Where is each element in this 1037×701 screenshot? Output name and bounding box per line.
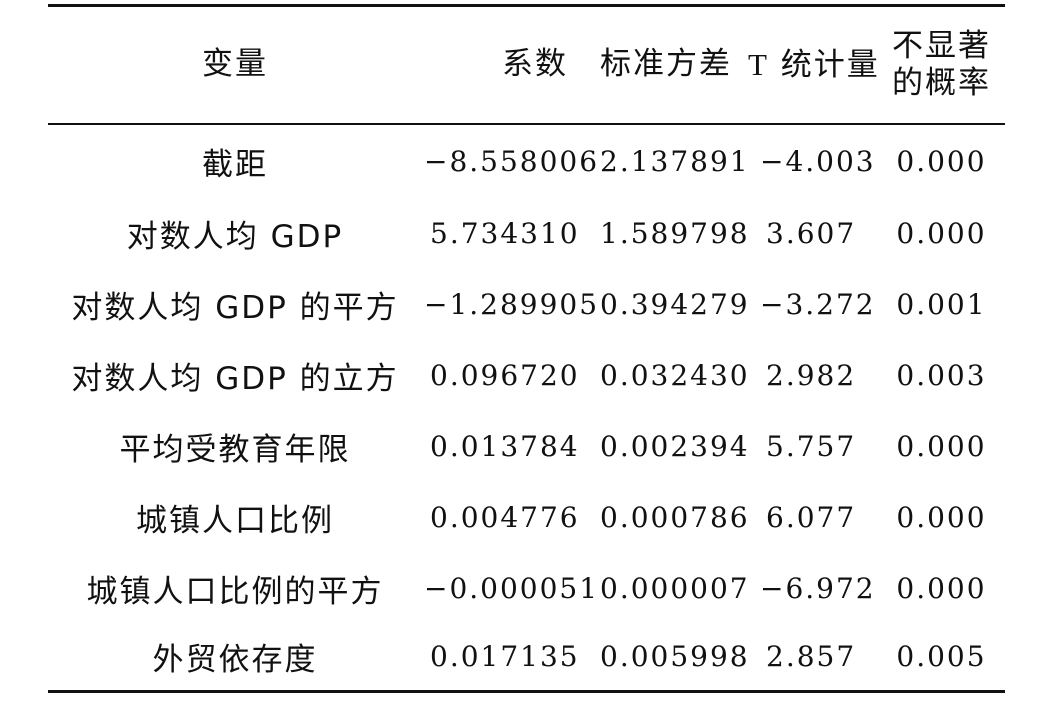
header-p-line2: 的概率 (892, 64, 991, 101)
cell-coefficient: 0.096720 (430, 358, 580, 392)
table-row: 对数人均 GDP 的平方 −1.289905 0.394279 −3.272 0… (48, 269, 1005, 340)
table-body: 截距 −8.558006 2.137891 −4.003 0.000 对数人均 … (48, 124, 1005, 692)
cell-variable: 对数人均 GDP (126, 218, 344, 255)
cell-std-error: 0.032430 (600, 358, 750, 392)
header-t-rest: 统计量 (780, 46, 880, 83)
cell-p-value: 0.000 (896, 571, 987, 605)
cell-t-stat: −4.003 (760, 144, 876, 178)
cell-t-stat: −6.972 (760, 571, 876, 605)
header-t-letter: T (748, 46, 769, 82)
regression-table: 变量 系数 标准方差 T 统计量 不显著 的概率 截距 −8.558006 2.1… (48, 4, 1005, 693)
table-row: 城镇人口比例的平方 −0.000051 0.000007 −6.972 0.00… (48, 553, 1005, 624)
table-row: 城镇人口比例 0.004776 0.000786 6.077 0.000 (48, 482, 1005, 553)
cell-p-value: 0.000 (896, 500, 987, 534)
cell-coefficient: 0.013784 (430, 429, 580, 463)
cell-std-error: 0.005998 (600, 640, 750, 674)
table-row: 对数人均 GDP 5.734310 1.589798 3.607 0.000 (48, 198, 1005, 269)
cell-p-value: 0.001 (896, 287, 987, 321)
cell-variable: 截距 (202, 146, 268, 183)
cell-p-value: 0.000 (896, 144, 987, 178)
cell-std-error: 2.137891 (600, 144, 750, 178)
cell-std-error: 1.589798 (600, 216, 750, 250)
cell-coefficient: −8.558006 (424, 144, 600, 178)
cell-variable: 对数人均 GDP 的平方 (71, 289, 399, 326)
cell-p-value: 0.000 (896, 429, 987, 463)
cell-coefficient: −1.289905 (424, 287, 600, 321)
table-row: 外贸依存度 0.017135 0.005998 2.857 0.005 (48, 624, 1005, 692)
cell-variable: 城镇人口比例 (136, 502, 334, 539)
cell-variable: 外贸依存度 (152, 642, 318, 679)
cell-t-stat: −3.272 (760, 287, 876, 321)
cell-std-error: 0.002394 (600, 429, 750, 463)
cell-p-value: 0.003 (896, 358, 987, 392)
cell-variable: 平均受教育年限 (119, 431, 351, 468)
cell-variable: 城镇人口比例的平方 (86, 573, 384, 610)
table-row: 对数人均 GDP 的立方 0.096720 0.032430 2.982 0.0… (48, 340, 1005, 411)
cell-t-stat: 3.607 (766, 216, 857, 250)
cell-coefficient: −0.000051 (424, 571, 600, 605)
header-p-line1: 不显著 (892, 27, 991, 64)
cell-coefficient: 0.004776 (430, 500, 580, 534)
header-p-value: 不显著 的概率 (878, 6, 1005, 124)
header-coefficient: 系数 (502, 46, 568, 83)
table-header: 变量 系数 标准方差 T 统计量 不显著 的概率 (48, 5, 1005, 124)
cell-t-stat: 2.982 (766, 358, 857, 392)
table-row: 截距 −8.558006 2.137891 −4.003 0.000 (48, 124, 1005, 198)
cell-p-value: 0.000 (896, 216, 987, 250)
header-std-error: 标准方差 (600, 46, 732, 83)
regression-table-container: 变量 系数 标准方差 T 统计量 不显著 的概率 截距 −8.558006 2.1… (48, 4, 1005, 693)
cell-coefficient: 0.017135 (430, 640, 580, 674)
cell-p-value: 0.005 (896, 640, 987, 674)
table-row: 平均受教育年限 0.013784 0.002394 5.757 0.000 (48, 411, 1005, 482)
cell-variable: 对数人均 GDP 的立方 (71, 360, 399, 397)
cell-std-error: 0.000786 (600, 500, 750, 534)
cell-t-stat: 6.077 (766, 500, 857, 534)
cell-coefficient: 5.734310 (430, 216, 580, 250)
cell-t-stat: 5.757 (766, 429, 857, 463)
header-row: 变量 系数 标准方差 T 统计量 不显著 的概率 (48, 5, 1005, 124)
header-t-statistic: T 统计量 (748, 6, 878, 124)
cell-std-error: 0.394279 (600, 287, 750, 321)
cell-std-error: 0.000007 (600, 571, 750, 605)
header-variable: 变量 (202, 46, 268, 83)
cell-t-stat: 2.857 (766, 640, 857, 674)
